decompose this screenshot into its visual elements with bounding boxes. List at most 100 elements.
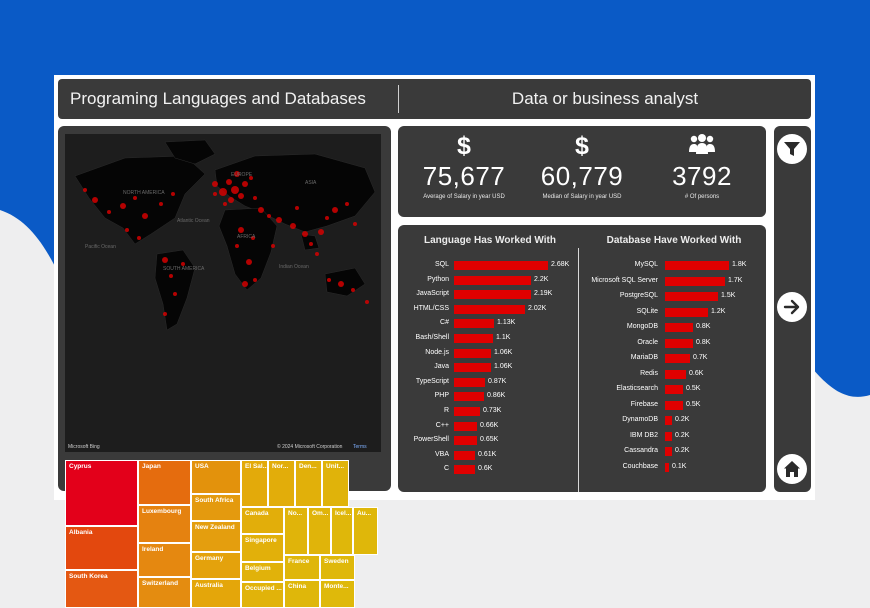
- bar[interactable]: [665, 400, 683, 410]
- treemap-cell[interactable]: France: [284, 555, 320, 580]
- treemap-cell[interactable]: Occupied ...: [241, 582, 284, 608]
- bar-row[interactable]: Python 2.2K: [398, 273, 766, 287]
- map-terms-link[interactable]: Terms: [353, 444, 367, 450]
- bar[interactable]: [665, 292, 718, 301]
- bar[interactable]: [454, 465, 475, 475]
- treemap-cell[interactable]: Au...: [353, 507, 378, 555]
- bar-row[interactable]: C# 1.13K: [398, 316, 766, 330]
- filter-button[interactable]: [777, 134, 807, 164]
- bar[interactable]: [454, 392, 484, 402]
- treemap-cell[interactable]: New Zealand: [191, 521, 241, 552]
- bar-row[interactable]: Couchbase 0.1K: [398, 460, 766, 474]
- bar-row[interactable]: JavaScript 2.19K: [398, 287, 766, 301]
- bar-row[interactable]: PostgreSQL 1.5K: [398, 289, 766, 303]
- people-icon: [642, 132, 762, 160]
- bar-row[interactable]: HTML/CSS 2.02K: [398, 302, 766, 316]
- next-page-button[interactable]: [777, 292, 807, 322]
- bar-row[interactable]: Microsoft SQL Server 1.7K: [398, 274, 766, 288]
- bar[interactable]: [665, 338, 693, 348]
- treemap-cell[interactable]: Albania: [65, 526, 138, 570]
- bar[interactable]: [665, 431, 672, 441]
- bar-row[interactable]: Oracle 0.8K: [398, 336, 766, 350]
- bar-row[interactable]: Node.js 1.06K: [398, 346, 766, 360]
- treemap-cell[interactable]: Belgium: [241, 562, 284, 582]
- bar-row[interactable]: PowerShell 0.65K: [398, 433, 766, 447]
- bar[interactable]: [665, 462, 669, 472]
- bar[interactable]: [665, 447, 672, 456]
- bar-category-label: MariaDB: [630, 354, 658, 361]
- bar-category-label: C#: [440, 319, 449, 327]
- bar-row[interactable]: Bash/Shell 1.1K: [398, 331, 766, 345]
- language-chart-title: Language Has Worked With: [424, 235, 556, 246]
- bar[interactable]: [665, 354, 690, 363]
- bar-row[interactable]: IBM DB2 0.2K: [398, 429, 766, 443]
- bar[interactable]: [665, 323, 693, 332]
- bar-row[interactable]: Elasticsearch 0.5K: [398, 382, 766, 396]
- bar-row[interactable]: PHP 0.86K: [398, 389, 766, 403]
- bar-row[interactable]: MongoDB 0.8K: [398, 320, 766, 334]
- bar[interactable]: [454, 304, 525, 314]
- bar[interactable]: [454, 290, 531, 300]
- treemap-cell[interactable]: Monte...: [320, 580, 355, 608]
- treemap-cell[interactable]: Luxembourg: [138, 505, 191, 543]
- treemap-cell[interactable]: Om...: [308, 507, 331, 555]
- treemap-cell[interactable]: Nor...: [268, 460, 295, 507]
- treemap-cell[interactable]: Icel...: [331, 507, 353, 555]
- bar-row[interactable]: MariaDB 0.7K: [398, 351, 766, 365]
- world-map[interactable]: NORTH AMERICA EUROPE ASIA AFRICA SOUTH A…: [65, 134, 381, 452]
- treemap-cell[interactable]: Den...: [295, 460, 322, 507]
- treemap-cell[interactable]: Germany: [191, 552, 241, 579]
- bar[interactable]: [454, 275, 531, 285]
- treemap-cell[interactable]: China: [284, 580, 320, 608]
- treemap-cell[interactable]: Sweden: [320, 555, 355, 580]
- bar-row[interactable]: C 0.6K: [398, 462, 766, 476]
- treemap-cell[interactable]: Ireland: [138, 543, 191, 577]
- treemap-cell[interactable]: USA: [191, 460, 241, 494]
- treemap-cell[interactable]: Canada: [241, 507, 284, 534]
- treemap-cell[interactable]: Australia: [191, 579, 241, 608]
- treemap-cell[interactable]: Unit...: [322, 460, 349, 507]
- bar-row[interactable]: VBA 0.61K: [398, 448, 766, 462]
- bar-value-label: 0.1K: [672, 462, 687, 470]
- bar[interactable]: [454, 407, 480, 416]
- bar[interactable]: [665, 369, 686, 379]
- home-button[interactable]: [777, 454, 807, 484]
- treemap-cell[interactable]: Cyprus: [65, 460, 138, 526]
- treemap-cell[interactable]: South Africa: [191, 494, 241, 521]
- bar-row[interactable]: DynamoDB 0.2K: [398, 413, 766, 427]
- treemap-cell[interactable]: No...: [284, 507, 308, 555]
- bar-row[interactable]: SQL 2.68K: [398, 258, 766, 272]
- bar[interactable]: [454, 436, 477, 446]
- bar[interactable]: [454, 334, 493, 343]
- treemap-cell[interactable]: South Korea: [65, 570, 138, 608]
- bar[interactable]: [454, 450, 475, 460]
- bar[interactable]: [454, 363, 491, 373]
- bar-value-label: 2.2K: [534, 275, 549, 283]
- bar[interactable]: [454, 421, 477, 431]
- bar-row[interactable]: Cassandra 0.2K: [398, 444, 766, 458]
- bar-row[interactable]: SQLite 1.2K: [398, 305, 766, 319]
- treemap-cell[interactable]: Japan: [138, 460, 191, 505]
- bar-row[interactable]: TypeScript 0.87K: [398, 375, 766, 389]
- kpi-median-salary: $ 60,779 Median of Salary in year USD: [522, 132, 642, 200]
- bar-row[interactable]: Java 1.06K: [398, 360, 766, 374]
- bar[interactable]: [454, 261, 548, 270]
- treemap-cell[interactable]: El Sal...: [241, 460, 268, 507]
- kpi-label: Median of Salary in year USD: [542, 194, 622, 200]
- bar[interactable]: [454, 377, 485, 387]
- bar-row[interactable]: Redis 0.6K: [398, 367, 766, 381]
- bar-category-label: Microsoft SQL Server: [591, 276, 658, 284]
- bar[interactable]: [454, 319, 494, 329]
- bar-row[interactable]: C++ 0.66K: [398, 419, 766, 433]
- bar-row[interactable]: R 0.73K: [398, 404, 766, 418]
- treemap-cell[interactable]: Switzerland: [138, 577, 191, 608]
- treemap-cell[interactable]: Singapore: [241, 534, 284, 562]
- bar[interactable]: [454, 348, 491, 358]
- bar[interactable]: [665, 385, 683, 394]
- bar[interactable]: [665, 261, 729, 270]
- bar[interactable]: [665, 276, 725, 286]
- bar[interactable]: [665, 307, 708, 317]
- bar-row[interactable]: Firebase 0.5K: [398, 398, 766, 412]
- bar[interactable]: [665, 416, 672, 425]
- bar-row[interactable]: MySQL 1.8K: [398, 258, 766, 272]
